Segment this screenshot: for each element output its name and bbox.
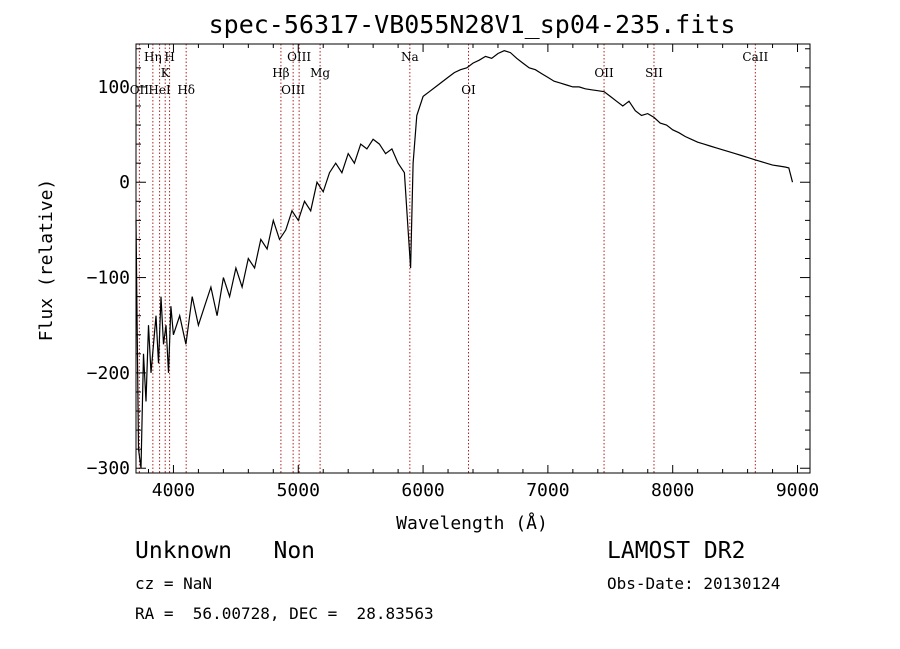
chart-title: spec-56317-VB055N28V1_sp04-235.fits <box>209 10 736 39</box>
line-marker-label: Hδ <box>177 83 195 97</box>
line-marker-label: OIII <box>281 83 305 97</box>
coordinates: RA = 56.00728, DEC = 28.83563 <box>135 604 434 623</box>
spectrum-line <box>135 50 794 469</box>
x-tick-label: 7000 <box>526 480 569 501</box>
plot-frame <box>135 43 811 474</box>
x-tick-label: 4000 <box>152 480 195 501</box>
line-marker-label: OI <box>461 83 476 97</box>
x-tick-label: 9000 <box>776 480 819 501</box>
axis-ticks: 4000 5000 6000 7000 8000 9000 −300 −200 −100 0 100 <box>87 44 819 501</box>
y-tick-label: 100 <box>97 77 130 98</box>
y-tick-label: −100 <box>87 268 130 289</box>
x-tick-label: 6000 <box>401 480 444 501</box>
spectral-line-labels: OII Hη HeI KH Hδ Hβ OIII OIII Mg Na OI OII SII CaII <box>130 50 769 97</box>
line-marker-label: H <box>164 50 174 64</box>
spectral-line-markers <box>138 44 756 473</box>
line-marker-label: Hη <box>144 50 162 64</box>
y-axis-label: Flux (relative) <box>36 179 57 342</box>
y-tick-label: −200 <box>87 363 130 384</box>
line-marker-label: Hβ <box>272 66 289 80</box>
redshift-value: cz = NaN <box>135 574 213 593</box>
line-marker-label: Na <box>401 50 419 64</box>
object-class: Unknown Non <box>135 538 316 564</box>
y-tick-label: 0 <box>119 172 130 193</box>
line-marker-label: Mg <box>310 66 330 80</box>
x-tick-label: 5000 <box>277 480 320 501</box>
line-marker-label: CaII <box>742 50 768 64</box>
x-axis-label: Wavelength (Å) <box>396 512 548 534</box>
line-marker-label: HeI <box>148 83 171 97</box>
x-tick-label: 8000 <box>651 480 694 501</box>
line-marker-label: SII <box>645 66 663 80</box>
line-marker-label: K <box>161 66 171 80</box>
survey-name: LAMOST DR2 <box>607 538 746 564</box>
observation-date: Obs-Date: 20130124 <box>607 574 781 593</box>
line-marker-label: OIII <box>287 50 311 64</box>
line-marker-label: OII <box>594 66 614 80</box>
y-tick-label: −300 <box>87 458 130 479</box>
line-marker-label: OII <box>130 83 150 97</box>
